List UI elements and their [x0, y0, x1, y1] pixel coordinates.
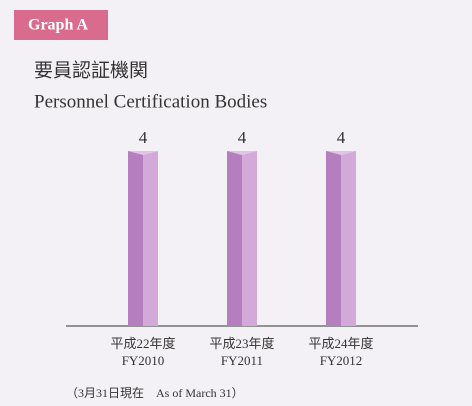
data-label: 4 [238, 128, 247, 147]
chart-subtitle: Personnel Certification Bodies [34, 91, 267, 112]
bar-top [227, 151, 257, 155]
x-tick-label-en: FY2010 [122, 353, 165, 368]
chart-title: 要員認証機関 [34, 59, 148, 81]
bar [128, 151, 143, 326]
bar [227, 151, 242, 326]
x-tick-label-en: FY2011 [221, 353, 263, 368]
bar-top [326, 151, 356, 155]
x-tick-label: 平成23年度 [209, 336, 274, 351]
note: （3月31日現在 As of March 31） [66, 386, 244, 400]
badge-box [14, 10, 108, 40]
bar-side [242, 151, 257, 326]
bar-top [128, 151, 158, 155]
x-tick-label-en: FY2012 [320, 353, 363, 368]
data-label: 4 [337, 128, 346, 147]
bar-side [143, 151, 158, 326]
bar [326, 151, 341, 326]
x-tick-label: 平成24年度 [308, 336, 373, 351]
bar-side [341, 151, 356, 326]
data-label: 4 [139, 128, 148, 147]
x-tick-label: 平成22年度 [110, 336, 175, 351]
badge: Graph A [28, 17, 88, 34]
